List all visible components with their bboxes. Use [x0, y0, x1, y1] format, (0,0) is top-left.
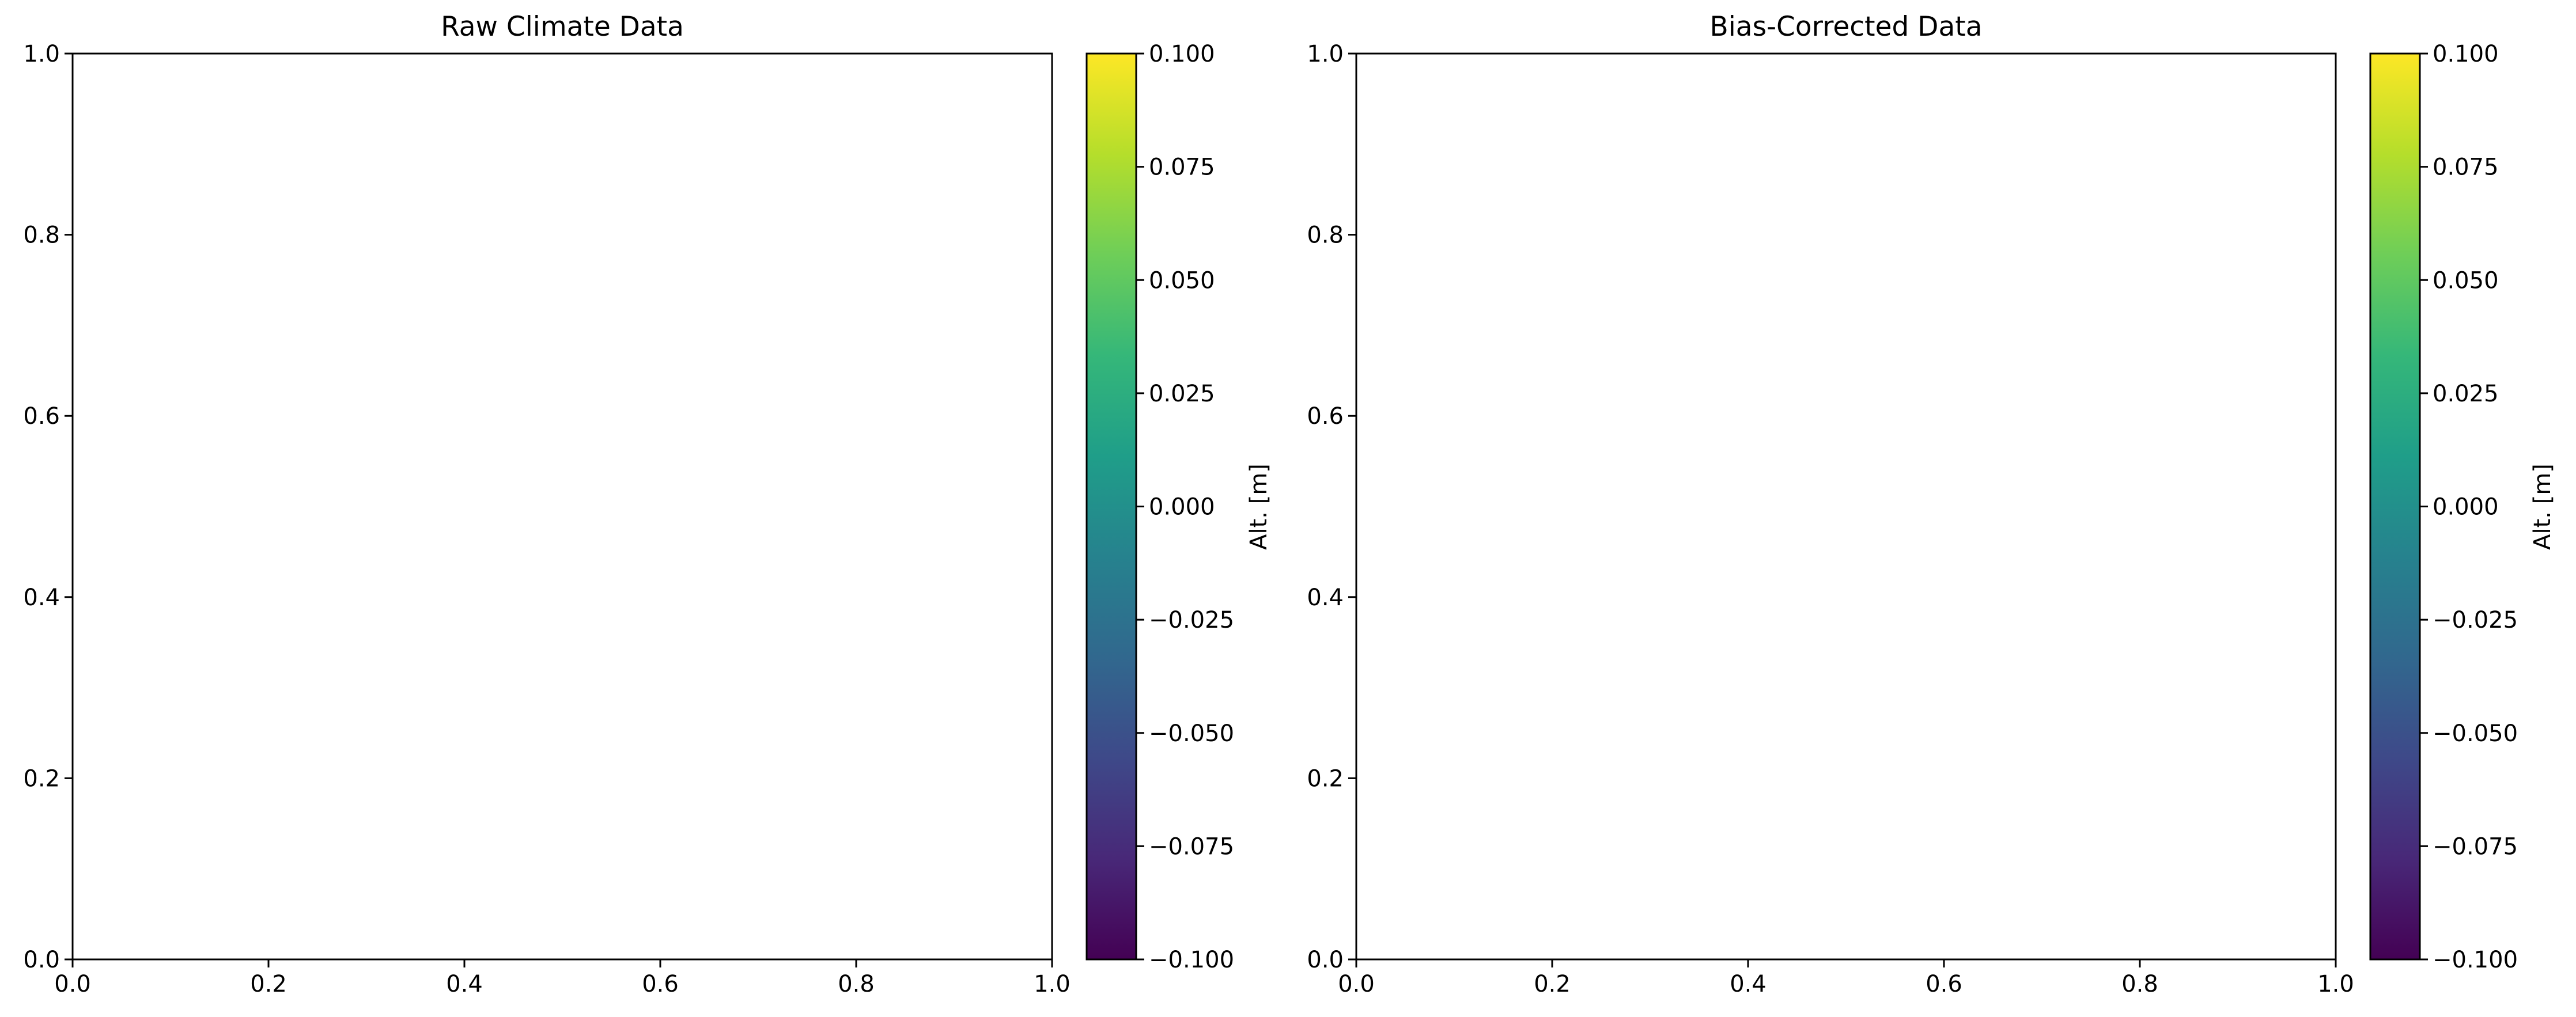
y-tick-label: 0.0	[1307, 947, 1344, 973]
plot-area	[71, 52, 1053, 961]
x-tick-label: 0.2	[250, 971, 287, 997]
y-tick-label: 0.6	[1307, 403, 1344, 430]
x-tick-label: 0.8	[2121, 971, 2158, 997]
x-tick-label: 0.0	[54, 971, 91, 997]
colorbar-tick-label: 0.000	[2433, 494, 2499, 521]
colorbar-tick-layer: −0.100 −0.075 −0.050 −0.025 0.000 0.025 0.050 0…	[1136, 41, 1234, 973]
x-tick-label: 0.4	[1730, 971, 1766, 997]
y-tick-label: 0.0	[23, 947, 60, 973]
colorbar	[2369, 52, 2421, 961]
x-tick-label: 1.0	[2317, 971, 2354, 997]
colorbar	[1085, 52, 1137, 961]
x-tick-label: 0.2	[1534, 971, 1571, 997]
y-tick-label: 0.8	[1307, 222, 1344, 249]
colorbar-label: Alt. [m]	[2529, 464, 2556, 550]
x-tick-label: 1.0	[1034, 971, 1071, 997]
plot-area	[1355, 52, 2337, 961]
chart-title: Bias-Corrected Data	[1709, 11, 1982, 43]
y-tick-label: 0.4	[23, 585, 60, 611]
colorbar-tick-label: 0.075	[1149, 154, 1215, 181]
tick-layer: 0.0 0.2 0.4 0.6 0.8 1.0 0.0 0.2 0.4 0.6 0.8 1.0	[1307, 41, 2354, 997]
y-tick-label: 0.6	[23, 403, 60, 430]
colorbar-tick-label: −0.075	[1149, 833, 1234, 860]
x-tick-label: 0.8	[838, 971, 875, 997]
chart-title: Raw Climate Data	[441, 11, 684, 43]
y-tick-label: 0.4	[1307, 585, 1344, 611]
colorbar-tick-label: 0.025	[2433, 381, 2499, 407]
colorbar-tick-layer: −0.100 −0.075 −0.050 −0.025 0.000 0.025 0.050 0…	[2420, 41, 2518, 973]
y-tick-label: 0.2	[23, 765, 60, 792]
y-tick-label: 1.0	[1307, 41, 1344, 67]
panel-raw-climate-data: Raw Climate Data 0.0 0.2 0.4 0.6 0.8 1.00.00.…	[23, 11, 1272, 997]
y-tick-label: 1.0	[23, 41, 60, 67]
x-tick-label: 0.6	[1926, 971, 1962, 997]
colorbar-tick-label: 0.100	[1149, 41, 1215, 67]
colorbar-tick-label: 0.050	[1149, 267, 1215, 294]
y-tick-label: 0.8	[23, 222, 60, 249]
colorbar-tick-label: 0.000	[1149, 494, 1215, 521]
colorbar-tick-label: 0.025	[1149, 381, 1215, 407]
colorbar-tick-label: 0.075	[2433, 154, 2499, 181]
colorbar-tick-label: −0.100	[2433, 947, 2518, 973]
x-tick-label: 0.6	[642, 971, 679, 997]
colorbar-tick-label: −0.100	[1149, 947, 1234, 973]
colorbar-label: Alt. [m]	[1246, 464, 1272, 550]
x-tick-label: 0.0	[1338, 971, 1375, 997]
tick-layer: 0.0 0.2 0.4 0.6 0.8 1.0 0.0 0.2 0.4 0.6 0.8 1.0	[23, 41, 1070, 997]
colorbar-tick-label: −0.075	[2433, 833, 2518, 860]
x-tick-label: 0.4	[446, 971, 483, 997]
colorbar-tick-label: −0.025	[2433, 607, 2518, 633]
colorbar-tick-label: 0.100	[2433, 41, 2499, 67]
panel-bias-corrected-data: Bias-Corrected Data 0.0 0.2 0.4 0.6 0.8 1.00.…	[1307, 11, 2556, 997]
colorbar-tick-label: −0.050	[2433, 720, 2518, 747]
colorbar-tick-label: −0.050	[1149, 720, 1234, 747]
colorbar-tick-label: −0.025	[1149, 607, 1234, 633]
y-tick-label: 0.2	[1307, 765, 1344, 792]
colorbar-tick-label: 0.050	[2433, 267, 2499, 294]
